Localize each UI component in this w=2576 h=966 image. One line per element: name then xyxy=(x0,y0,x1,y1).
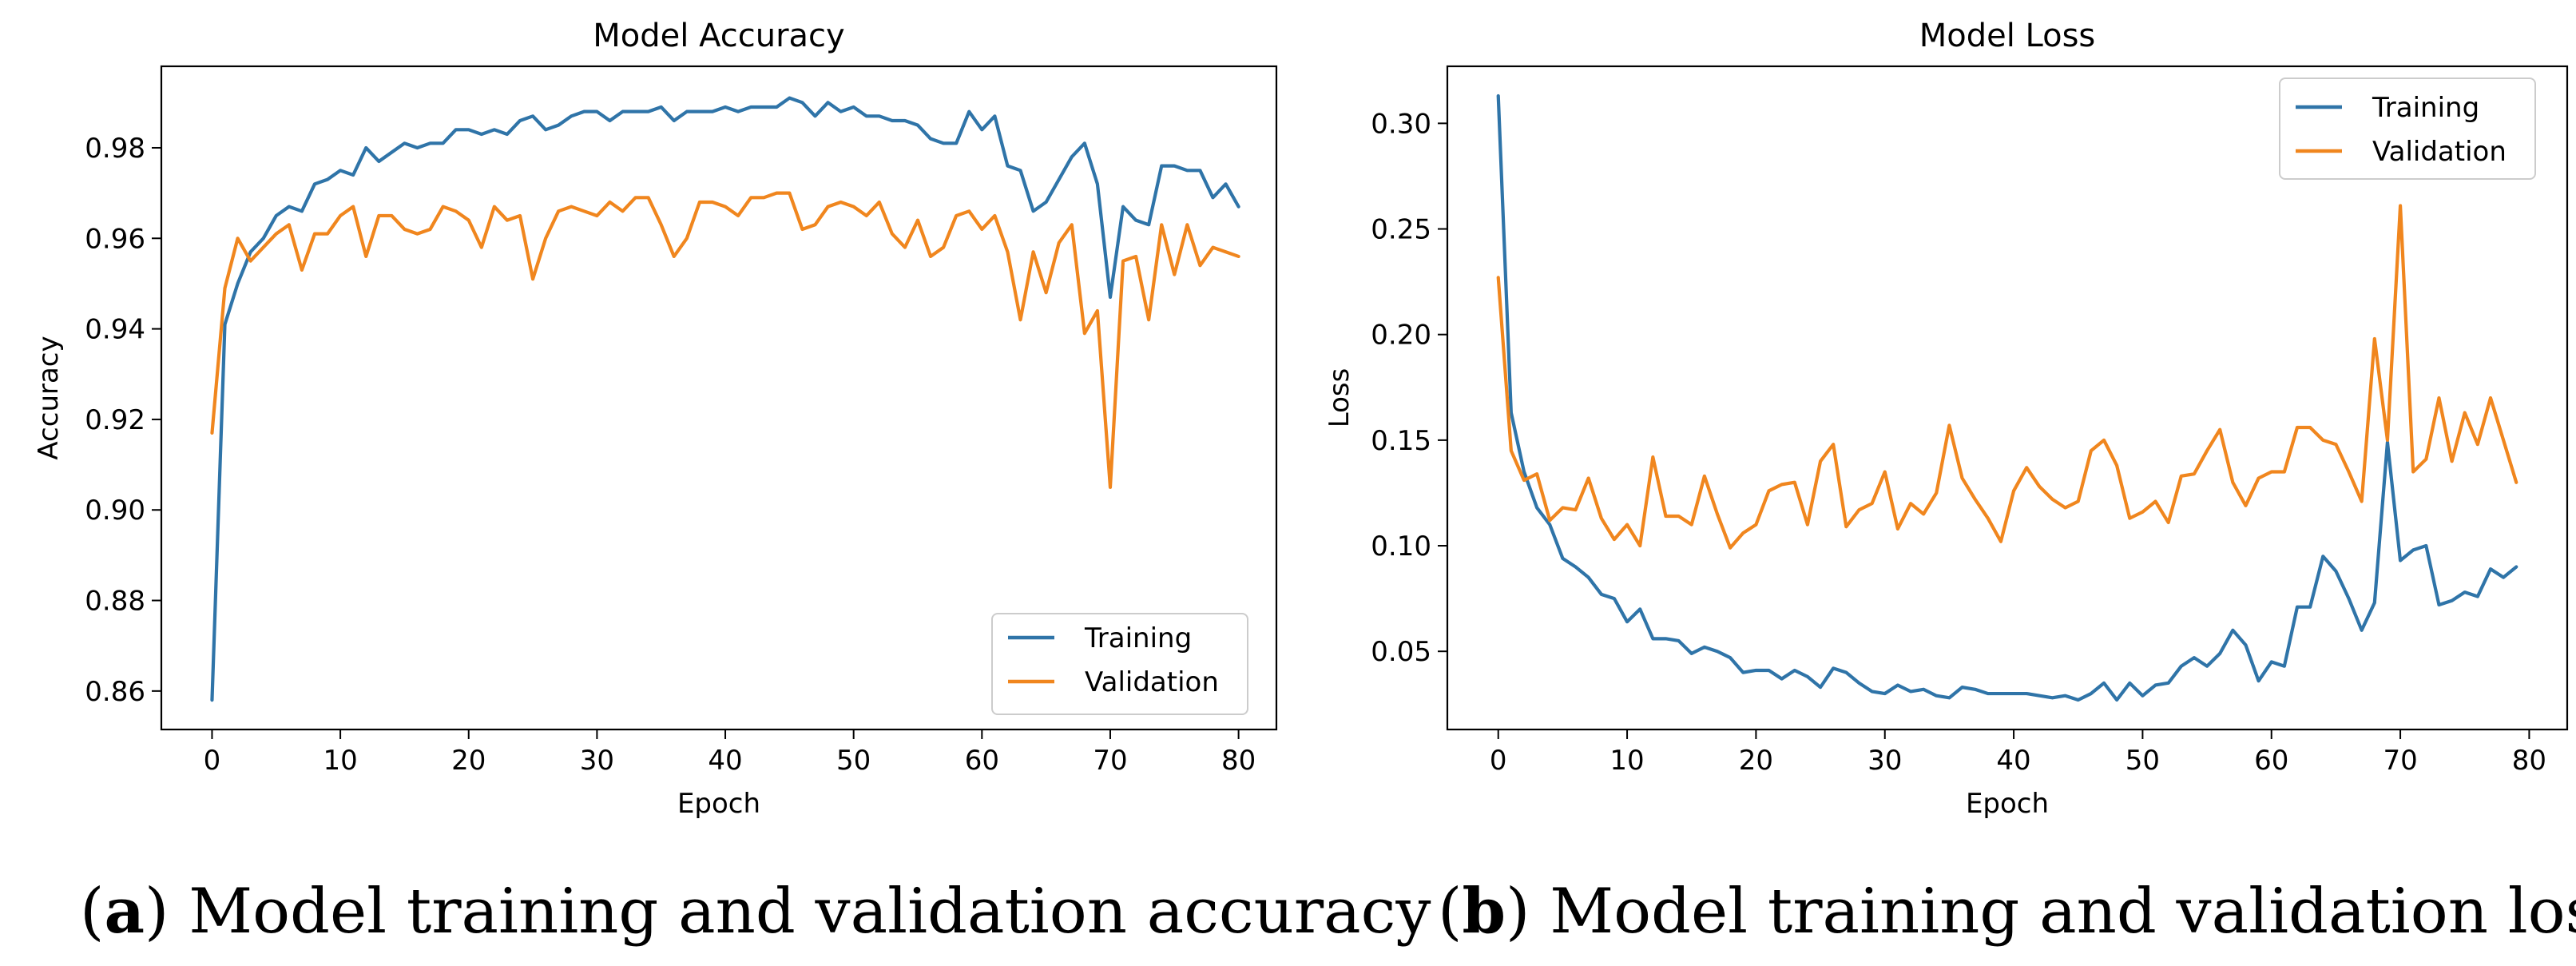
caption-b-letter: b xyxy=(1462,875,1506,948)
loss-x-tick-label: 0 xyxy=(1490,745,1507,777)
loss-x-tick-label: 70 xyxy=(2383,745,2417,777)
loss-chart: Model Loss 0 10 20 30 40 50 60 70 80 0.05 0.10 0.15… xyxy=(1324,18,2569,820)
accuracy-legend: Training Validation xyxy=(991,613,1248,715)
accuracy-x-tick-label: 30 xyxy=(580,745,614,777)
loss-y-tick-label: 0.15 xyxy=(1371,425,1431,457)
caption-b: (b) Model training and validation loss xyxy=(1438,875,2576,948)
loss-plot-frame xyxy=(1446,65,2569,731)
caption-b-text: Model training and validation loss xyxy=(1550,876,2576,948)
loss-y-tick-label: 0.10 xyxy=(1371,531,1431,563)
accuracy-chart-title: Model Accuracy xyxy=(593,18,844,54)
accuracy-x-tick-label: 50 xyxy=(836,745,871,777)
caption-a-text: Model training and validation accuracy xyxy=(189,876,1431,948)
loss-y-tick-label: 0.20 xyxy=(1371,320,1431,352)
accuracy-y-tick-label: 0.88 xyxy=(85,586,145,618)
loss-x-tick-label: 10 xyxy=(1610,745,1644,777)
loss-y-tick-label: 0.25 xyxy=(1371,214,1431,246)
accuracy-legend-validation-label: Validation xyxy=(1085,666,1219,698)
accuracy-training-line xyxy=(210,96,1240,702)
accuracy-x-tick-label: 80 xyxy=(1221,745,1256,777)
loss-y-tick-label: 0.30 xyxy=(1371,108,1431,140)
accuracy-x-tick-label: 60 xyxy=(965,745,999,777)
loss-x-tick-label: 30 xyxy=(1868,745,1902,777)
loss-y-axis-label: Loss xyxy=(1324,368,1355,428)
accuracy-plot-frame xyxy=(160,65,1278,731)
accuracy-x-tick-label: 0 xyxy=(204,745,221,777)
caption-a: (a) Model training and validation accura… xyxy=(80,875,1431,948)
accuracy-y-tick-label: 0.96 xyxy=(85,223,145,255)
accuracy-x-tick-label: 40 xyxy=(708,745,742,777)
accuracy-y-tick-label: 0.90 xyxy=(85,495,145,527)
accuracy-chart: Model Accuracy 0 10 20 30 40 50 60 70 80 0.86 0.88… xyxy=(33,18,1278,820)
loss-x-tick-label: 80 xyxy=(2512,745,2546,777)
loss-x-tick-label: 50 xyxy=(2125,745,2160,777)
loss-legend-box xyxy=(2279,78,2536,180)
loss-x-tick-label: 40 xyxy=(1996,745,2030,777)
accuracy-legend-box xyxy=(991,613,1248,715)
accuracy-x-tick-label: 10 xyxy=(323,745,357,777)
loss-x-axis-label: Epoch xyxy=(1966,788,2049,820)
loss-validation-line xyxy=(1496,204,2518,550)
accuracy-y-tick-label: 0.98 xyxy=(85,133,145,165)
accuracy-legend-training-label: Training xyxy=(1084,622,1192,654)
figure: Model Accuracy 0 10 20 30 40 50 60 70 80 0.86 0.88… xyxy=(33,18,2569,820)
accuracy-y-axis-label: Accuracy xyxy=(33,336,65,459)
loss-x-tick-label: 20 xyxy=(1739,745,1773,777)
accuracy-validation-line xyxy=(210,191,1240,489)
accuracy-x-axis-label: Epoch xyxy=(677,788,760,820)
accuracy-y-tick-label: 0.94 xyxy=(85,314,145,346)
accuracy-y-tick-label: 0.92 xyxy=(85,404,145,436)
loss-legend-training-label: Training xyxy=(2372,92,2479,124)
loss-x-tick-label: 60 xyxy=(2254,745,2288,777)
caption-a-letter: a xyxy=(104,875,145,948)
loss-training-line xyxy=(1496,93,2518,702)
loss-legend-validation-label: Validation xyxy=(2372,136,2507,168)
loss-legend: Training Validation xyxy=(2279,78,2536,180)
loss-y-tick-label: 0.05 xyxy=(1371,636,1431,668)
accuracy-x-tick-label: 70 xyxy=(1093,745,1127,777)
loss-chart-title: Model Loss xyxy=(1919,18,2096,54)
accuracy-y-tick-label: 0.86 xyxy=(85,676,145,708)
accuracy-x-tick-label: 20 xyxy=(451,745,486,777)
